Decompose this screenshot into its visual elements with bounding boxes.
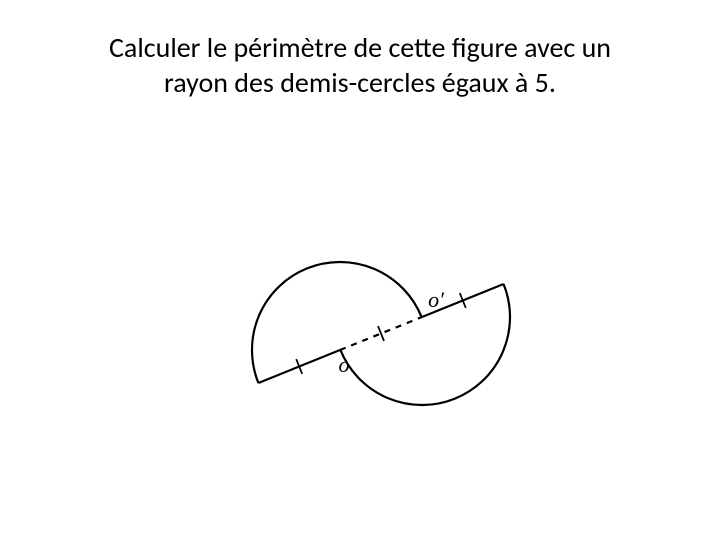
tick-middle (378, 326, 384, 341)
instruction-line-1: Calculer le périmètre de cette figure av… (0, 30, 720, 65)
label-O-prime: o′ (428, 287, 445, 312)
geometry-figure: o o′ (160, 190, 560, 490)
label-O: o (339, 352, 350, 377)
instruction-line-2: rayon des demis-cercles égaux à 5. (0, 65, 720, 100)
semicircle-upper (252, 262, 422, 383)
page-root: Calculer le périmètre de cette figure av… (0, 0, 720, 540)
instruction-text: Calculer le périmètre de cette figure av… (0, 30, 720, 100)
semicircle-lower (340, 284, 510, 405)
figure-svg: o o′ (160, 190, 560, 490)
